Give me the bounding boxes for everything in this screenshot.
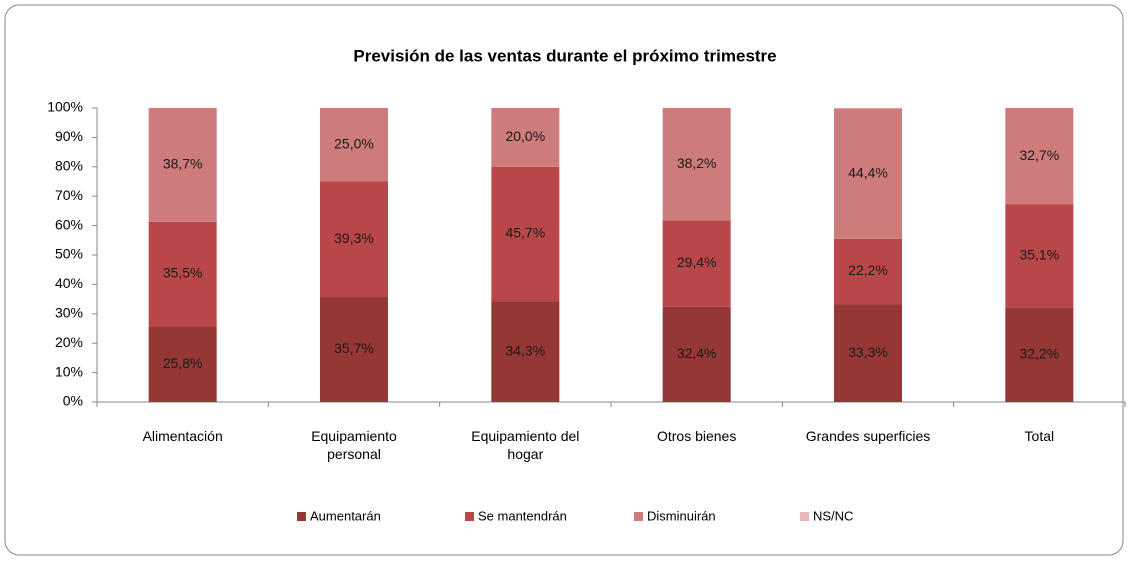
y-tick-label: 100%	[47, 99, 83, 115]
y-tick-label: 60%	[55, 216, 83, 232]
data-label: 35,5%	[163, 265, 203, 281]
bar-segment	[1005, 204, 1074, 308]
bar-segment	[491, 301, 560, 402]
x-tick-label: Alimentación	[142, 428, 223, 444]
bar-segment	[320, 181, 388, 298]
x-tick-label: Equipamiento personal	[311, 428, 397, 462]
data-label: 45,7%	[505, 225, 545, 241]
bar-segment	[834, 304, 902, 402]
y-tick-label: 70%	[55, 187, 83, 203]
bar-segment	[662, 108, 731, 221]
data-label: 35,1%	[1019, 246, 1059, 262]
data-label: 33,3%	[848, 344, 888, 360]
data-label: 25,0%	[334, 135, 374, 151]
legend-label: Aumentarán	[310, 508, 381, 523]
y-tick-label: 10%	[55, 363, 83, 379]
bar-segment	[491, 166, 560, 302]
legend-swatch	[634, 512, 643, 521]
bar-segment	[1005, 108, 1074, 205]
bar-segment	[834, 108, 902, 239]
y-tick-label: 30%	[55, 305, 83, 321]
data-label: 44,4%	[848, 164, 888, 180]
bar-segment	[320, 297, 388, 402]
legend-swatch	[800, 512, 809, 521]
data-label: 22,2%	[848, 262, 888, 278]
bar-segment	[662, 306, 731, 402]
x-tick-label: Equipamiento del hogar	[471, 428, 580, 462]
data-label: 20,0%	[505, 128, 545, 144]
legend-swatch	[465, 512, 474, 521]
chart-title: Previsión de las ventas durante el próxi…	[353, 46, 776, 65]
x-tick-label: Grandes superficies	[805, 428, 931, 444]
data-label: 32,7%	[1019, 147, 1059, 163]
data-label: 35,7%	[334, 340, 374, 356]
data-label: 39,3%	[334, 230, 374, 246]
data-label: 25,8%	[163, 355, 203, 371]
x-tick-label: Otros bienes	[656, 428, 737, 444]
data-label: 38,2%	[677, 155, 717, 171]
bar-segment	[491, 108, 560, 167]
y-tick-label: 50%	[55, 246, 83, 262]
legend-label: Se mantendrán	[478, 508, 567, 523]
y-tick-label: 90%	[55, 128, 83, 144]
y-tick-label: 80%	[55, 158, 83, 174]
y-tick-label: 40%	[55, 275, 83, 291]
legend-label: NS/NC	[813, 508, 853, 523]
x-tick-label: Total	[1024, 428, 1055, 444]
bar-segment	[320, 108, 388, 182]
y-tick-label: 0%	[63, 393, 83, 409]
bar-segment	[1005, 307, 1074, 402]
bar-segment	[662, 220, 731, 307]
bar-segment	[834, 238, 902, 305]
data-label: 32,4%	[677, 345, 717, 361]
data-label: 38,7%	[163, 156, 203, 172]
data-label: 29,4%	[677, 254, 717, 270]
legend-swatch	[297, 512, 306, 521]
y-tick-label: 20%	[55, 334, 83, 350]
bar-segment	[148, 108, 217, 222]
bar-segment	[148, 221, 217, 327]
legend-label: Disminuirán	[647, 508, 716, 523]
data-label: 34,3%	[505, 342, 545, 358]
data-label: 32,2%	[1019, 345, 1059, 361]
bar-segment	[148, 326, 217, 402]
